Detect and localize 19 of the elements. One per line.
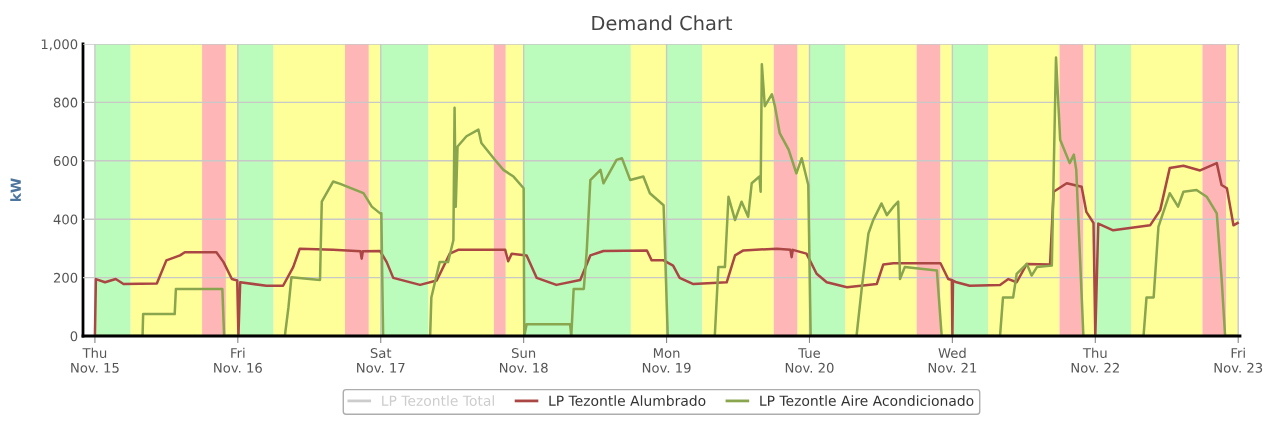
legend-label: LP Tezontle Alumbrado xyxy=(549,395,706,406)
chart-title: Demand Chart xyxy=(592,15,733,31)
y-tick-label: 0 xyxy=(70,331,78,342)
y-tick-label: 1,000 xyxy=(41,39,78,51)
x-tick-label: Sat Nov. 17 xyxy=(357,348,405,373)
x-tick-label: Tue Nov. 20 xyxy=(785,348,834,373)
x-tick-label: Thu Nov. 22 xyxy=(1071,347,1119,373)
x-tick-label: Wed Nov. 21 xyxy=(928,347,977,373)
y-axis-title: kW xyxy=(10,178,21,202)
y-tick-label: 800 xyxy=(53,97,78,108)
y-tick-label: 200 xyxy=(53,272,78,283)
legend-label: LP Tezontle Aire Acondicionado xyxy=(760,395,974,406)
x-tick-label: Fri Nov. 16 xyxy=(214,347,262,373)
x-tick-label: Fri Nov. 23 xyxy=(1214,347,1263,373)
y-tick-label: 600 xyxy=(53,156,78,166)
x-tick-label: Mon Nov. 19 xyxy=(642,348,691,373)
x-tick-label: Thu Nov. 15 xyxy=(71,347,119,373)
x-tick-label: Sun Nov. 18 xyxy=(499,348,548,373)
y-tick-label: 400 xyxy=(53,214,78,225)
